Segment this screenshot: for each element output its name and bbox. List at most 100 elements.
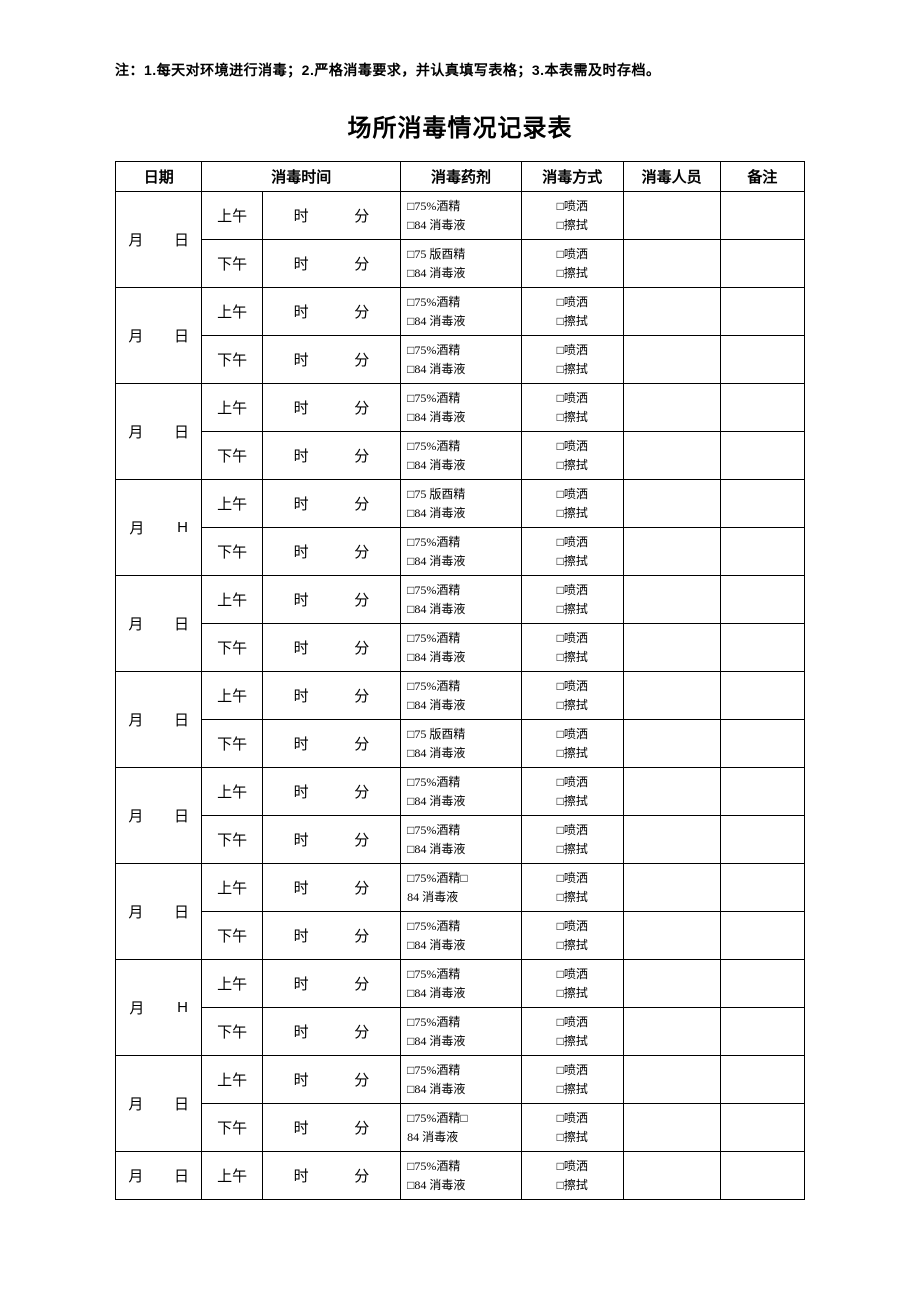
minute-label: 分 bbox=[354, 973, 369, 994]
agent-cell: □75%酒精□84 消毒液 bbox=[401, 192, 522, 240]
person-cell bbox=[623, 240, 720, 288]
ampm-cell: 下午 bbox=[202, 336, 262, 384]
hour-label: 时 bbox=[294, 541, 309, 562]
minute-label: 分 bbox=[354, 925, 369, 946]
table-row: 下午时分□75%酒精□84 消毒液□喷洒□擦拭 bbox=[116, 912, 805, 960]
minute-label: 分 bbox=[354, 205, 369, 226]
person-cell bbox=[623, 864, 720, 912]
disinfection-record-table: 日期 消毒时间 消毒药剂 消毒方式 消毒人员 备注 月日上午时分□75%酒精□8… bbox=[115, 161, 805, 1200]
minute-label: 分 bbox=[354, 493, 369, 514]
table-row: 月日上午时分□75%酒精□84 消毒液□喷洒□擦拭 bbox=[116, 768, 805, 816]
month-label: 月 bbox=[128, 805, 143, 826]
time-cell: 时分 bbox=[262, 720, 400, 768]
method-cell: □喷洒□擦拭 bbox=[522, 192, 624, 240]
month-label: 月 bbox=[128, 709, 143, 730]
day-label: 日 bbox=[174, 1165, 189, 1186]
time-cell: 时分 bbox=[262, 432, 400, 480]
table-row: 月日上午时分□75%酒精□84 消毒液□喷洒□擦拭 bbox=[116, 672, 805, 720]
ampm-cell: 下午 bbox=[202, 1008, 262, 1056]
minute-label: 分 bbox=[354, 829, 369, 850]
time-cell: 时分 bbox=[262, 864, 400, 912]
method-cell: □喷洒□擦拭 bbox=[522, 960, 624, 1008]
hour-label: 时 bbox=[294, 973, 309, 994]
time-cell: 时分 bbox=[262, 336, 400, 384]
hour-label: 时 bbox=[294, 637, 309, 658]
ampm-cell: 上午 bbox=[202, 192, 262, 240]
date-cell: 月日 bbox=[116, 288, 202, 384]
method-cell: □喷洒□擦拭 bbox=[522, 672, 624, 720]
method-cell: □喷洒□擦拭 bbox=[522, 288, 624, 336]
ampm-cell: 上午 bbox=[202, 288, 262, 336]
agent-cell: □75%酒精□84 消毒液 bbox=[401, 816, 522, 864]
agent-cell: □75 版酉精□84 消毒液 bbox=[401, 720, 522, 768]
hour-label: 时 bbox=[294, 445, 309, 466]
time-cell: 时分 bbox=[262, 1056, 400, 1104]
day-label: H bbox=[177, 519, 188, 536]
table-row: 下午时分□75 版酉精□84 消毒液□喷洒□擦拭 bbox=[116, 240, 805, 288]
agent-cell: □75%酒精□84 消毒液 bbox=[401, 1104, 522, 1152]
time-cell: 时分 bbox=[262, 816, 400, 864]
table-row: 下午时分□75 版酉精□84 消毒液□喷洒□擦拭 bbox=[116, 720, 805, 768]
method-cell: □喷洒□擦拭 bbox=[522, 624, 624, 672]
minute-label: 分 bbox=[354, 1021, 369, 1042]
person-cell bbox=[623, 1152, 720, 1200]
agent-cell: □75%酒精□84 消毒液 bbox=[401, 1056, 522, 1104]
remark-cell bbox=[720, 624, 804, 672]
minute-label: 分 bbox=[354, 349, 369, 370]
remark-cell bbox=[720, 576, 804, 624]
method-cell: □喷洒□擦拭 bbox=[522, 768, 624, 816]
time-cell: 时分 bbox=[262, 960, 400, 1008]
agent-cell: □75%酒精□84 消毒液 bbox=[401, 1008, 522, 1056]
remark-cell bbox=[720, 1056, 804, 1104]
method-cell: □喷洒□擦拭 bbox=[522, 1152, 624, 1200]
time-cell: 时分 bbox=[262, 624, 400, 672]
table-row: 月日上午时分□75%酒精□84 消毒液□喷洒□擦拭 bbox=[116, 288, 805, 336]
minute-label: 分 bbox=[354, 637, 369, 658]
method-cell: □喷洒□擦拭 bbox=[522, 1008, 624, 1056]
month-label: 月 bbox=[128, 421, 143, 442]
hour-label: 时 bbox=[294, 829, 309, 850]
ampm-cell: 上午 bbox=[202, 1056, 262, 1104]
month-label: 月 bbox=[128, 229, 143, 250]
minute-label: 分 bbox=[354, 1165, 369, 1186]
date-cell: 月H bbox=[116, 480, 202, 576]
day-label: H bbox=[177, 999, 188, 1016]
table-row: 下午时分□75%酒精□84 消毒液□喷洒□擦拭 bbox=[116, 528, 805, 576]
person-cell bbox=[623, 1008, 720, 1056]
remark-cell bbox=[720, 816, 804, 864]
month-label: 月 bbox=[128, 1165, 143, 1186]
time-cell: 时分 bbox=[262, 528, 400, 576]
remark-cell bbox=[720, 672, 804, 720]
agent-cell: □75%酒精□84 消毒液 bbox=[401, 432, 522, 480]
ampm-cell: 下午 bbox=[202, 528, 262, 576]
ampm-cell: 下午 bbox=[202, 432, 262, 480]
table-row: 下午时分□75%酒精□84 消毒液□喷洒□擦拭 bbox=[116, 336, 805, 384]
day-label: 日 bbox=[174, 709, 189, 730]
header-remark: 备注 bbox=[720, 162, 804, 192]
person-cell bbox=[623, 816, 720, 864]
hour-label: 时 bbox=[294, 925, 309, 946]
time-cell: 时分 bbox=[262, 240, 400, 288]
minute-label: 分 bbox=[354, 1117, 369, 1138]
ampm-cell: 下午 bbox=[202, 624, 262, 672]
ampm-cell: 上午 bbox=[202, 1152, 262, 1200]
day-label: 日 bbox=[174, 421, 189, 442]
ampm-cell: 上午 bbox=[202, 576, 262, 624]
table-row: 下午时分□75%酒精□84 消毒液□喷洒□擦拭 bbox=[116, 816, 805, 864]
day-label: 日 bbox=[174, 805, 189, 826]
time-cell: 时分 bbox=[262, 1008, 400, 1056]
table-row: 下午时分□75%酒精□84 消毒液□喷洒□擦拭 bbox=[116, 624, 805, 672]
ampm-cell: 上午 bbox=[202, 480, 262, 528]
hour-label: 时 bbox=[294, 685, 309, 706]
time-cell: 时分 bbox=[262, 768, 400, 816]
person-cell bbox=[623, 576, 720, 624]
method-cell: □喷洒□擦拭 bbox=[522, 240, 624, 288]
ampm-cell: 上午 bbox=[202, 960, 262, 1008]
person-cell bbox=[623, 288, 720, 336]
table-row: 月日上午时分□75%酒精□84 消毒液□喷洒□擦拭 bbox=[116, 576, 805, 624]
agent-cell: □75%酒精□84 消毒液 bbox=[401, 336, 522, 384]
person-cell bbox=[623, 1104, 720, 1152]
method-cell: □喷洒□擦拭 bbox=[522, 864, 624, 912]
ampm-cell: 下午 bbox=[202, 720, 262, 768]
hour-label: 时 bbox=[294, 1021, 309, 1042]
